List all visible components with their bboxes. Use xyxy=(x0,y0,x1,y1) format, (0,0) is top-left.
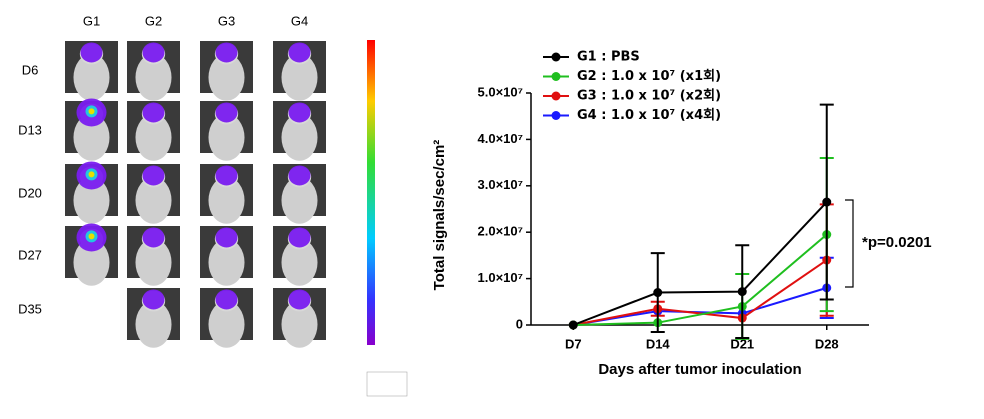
mouse-body xyxy=(281,239,318,286)
signal xyxy=(215,165,238,186)
mouse-body xyxy=(208,239,245,286)
color-scale xyxy=(367,40,375,345)
legend-label: G1 : PBS xyxy=(577,50,640,65)
mouse-body xyxy=(208,54,245,101)
signal xyxy=(80,42,103,63)
signal xyxy=(288,102,311,123)
legend-marker xyxy=(551,72,561,81)
imaging-panel: G1 G2 G3 G4 D6 D13 D20 D27 D35 xyxy=(18,13,326,348)
legend-label: G3 : 1.0 x 10⁷ (x2회) xyxy=(577,88,721,104)
day-label: D20 xyxy=(18,185,42,200)
signal xyxy=(142,102,165,123)
data-point xyxy=(737,287,747,297)
legend-marker xyxy=(551,111,561,120)
signal xyxy=(215,227,238,248)
mouse-body xyxy=(135,113,172,161)
signal-core xyxy=(88,233,95,240)
day-label: D27 xyxy=(18,247,42,262)
mouse-body xyxy=(281,177,318,224)
legend-label: G4 : 1.0 x 10⁷ (x4회) xyxy=(577,107,721,123)
signal xyxy=(215,102,238,123)
signal xyxy=(288,42,311,63)
x-tick-label: D21 xyxy=(730,336,754,351)
y-axis-title: Total signals/sec/cm² xyxy=(431,140,448,291)
day-label: D13 xyxy=(18,122,42,137)
y-tick-label: 0 xyxy=(516,316,523,331)
mouse-body xyxy=(73,177,110,224)
y-tick-label: 3.0×10⁷ xyxy=(478,177,524,192)
signal xyxy=(288,227,311,248)
line-chart: Days after tumor inoculation Total signa… xyxy=(431,50,932,378)
legend-marker xyxy=(551,52,561,62)
mouse-body xyxy=(73,54,110,101)
signal xyxy=(142,165,165,186)
group-label: G4 xyxy=(291,13,308,28)
data-point xyxy=(822,197,832,207)
group-label: G3 xyxy=(218,13,235,28)
signal xyxy=(288,165,311,186)
mouse-body xyxy=(281,54,318,101)
x-tick-label: D7 xyxy=(565,336,582,351)
signal-core xyxy=(88,108,95,115)
signal xyxy=(215,42,238,63)
data-point xyxy=(653,288,663,298)
legend-label: G2 : 1.0 x 10⁷ (x1회) xyxy=(577,68,721,84)
day-label: D35 xyxy=(18,301,42,316)
legend-marker xyxy=(551,91,561,101)
mouse-body xyxy=(135,54,172,101)
signal xyxy=(142,227,165,248)
signal xyxy=(288,289,311,310)
mouse-body xyxy=(135,301,172,348)
y-tick-label: 1.0×10⁷ xyxy=(478,270,524,285)
group-label: G2 xyxy=(145,13,162,28)
series-line xyxy=(573,259,828,326)
signal-core xyxy=(88,171,95,178)
mouse-body xyxy=(208,301,245,348)
series-line xyxy=(572,201,828,326)
series-line xyxy=(573,286,828,326)
mouse-body xyxy=(281,301,318,348)
day-label: D6 xyxy=(22,62,39,77)
series-line xyxy=(573,233,828,326)
x-axis-title: Days after tumor inoculation xyxy=(598,361,801,378)
y-tick-label: 5.0×10⁷ xyxy=(478,84,524,99)
signal xyxy=(215,289,238,310)
signal xyxy=(142,289,165,310)
signal xyxy=(142,42,165,63)
y-tick-label: 4.0×10⁷ xyxy=(478,131,524,146)
significance-bracket xyxy=(845,199,854,288)
mouse-body xyxy=(208,177,245,224)
annotation: *p=0.0201 xyxy=(862,234,932,251)
scale-box xyxy=(366,371,408,397)
y-tick-label: 2.0×10⁷ xyxy=(478,224,524,239)
mouse-body xyxy=(73,239,110,286)
mouse-body xyxy=(281,113,318,161)
x-tick-label: D14 xyxy=(646,336,671,351)
data-point xyxy=(568,320,578,330)
mouse-body xyxy=(208,113,245,161)
mouse-body xyxy=(135,239,172,286)
mouse-body xyxy=(135,177,172,224)
x-tick-label: D28 xyxy=(815,336,839,351)
mouse-body xyxy=(73,113,110,161)
group-label: G1 xyxy=(83,13,100,28)
